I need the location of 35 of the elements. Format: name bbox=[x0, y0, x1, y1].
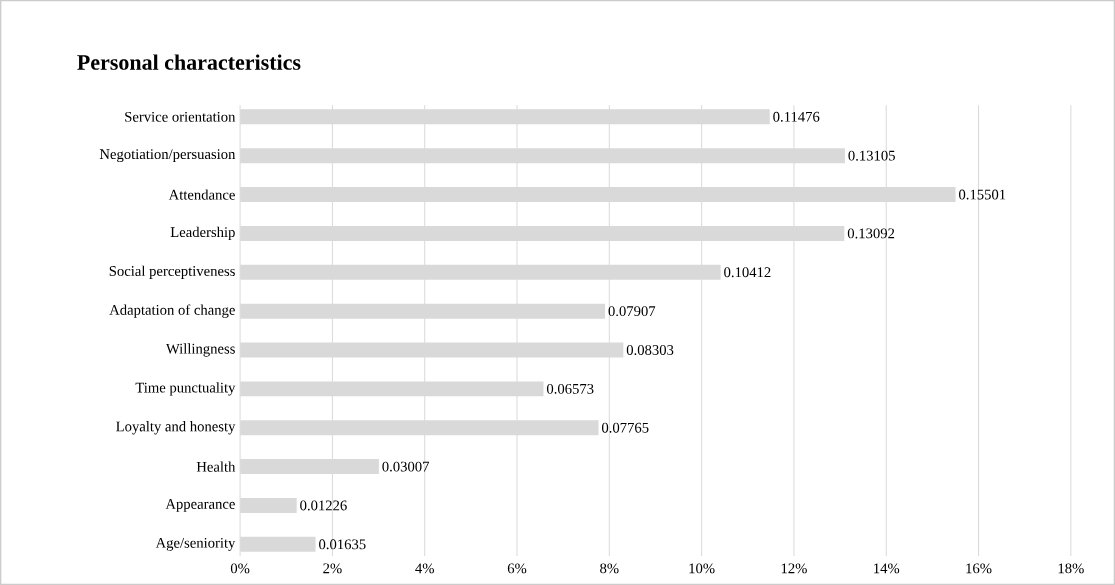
y-tick-label: Time punctuality bbox=[135, 382, 236, 396]
y-tick-label: Health bbox=[196, 461, 236, 472]
x-tick-label: 2% bbox=[323, 563, 342, 574]
data-label: 0.13105 bbox=[848, 150, 895, 161]
y-tick-label: Appearance bbox=[165, 499, 235, 512]
x-tick-label: 18% bbox=[1058, 563, 1084, 574]
y-tick-label: Leadership bbox=[170, 226, 235, 240]
x-tick-label: 10% bbox=[689, 563, 715, 574]
y-tick-label: Willingness bbox=[165, 343, 235, 357]
x-tick-label: 12% bbox=[781, 563, 807, 574]
data-label: 0.13092 bbox=[847, 228, 895, 239]
data-label: 0.10412 bbox=[724, 267, 771, 278]
data-label: 0.11476 bbox=[773, 111, 820, 122]
x-tick-label: 6% bbox=[507, 563, 527, 574]
data-label: 0.06573 bbox=[546, 383, 594, 394]
data-label: 0.03007 bbox=[382, 461, 430, 472]
x-tick-label: 8% bbox=[600, 563, 619, 574]
y-tick-label: Attendance bbox=[168, 189, 235, 200]
x-tick-label: 14% bbox=[874, 563, 900, 574]
y-tick-label: Loyalty and honesty bbox=[116, 421, 236, 435]
data-label: 0.01226 bbox=[300, 500, 347, 511]
y-tick-label: Adaptation of change bbox=[109, 304, 235, 318]
x-tick-label: 16% bbox=[966, 563, 992, 574]
x-tick-label: 0% bbox=[230, 563, 250, 574]
x-tick-label: 4% bbox=[415, 563, 434, 574]
y-tick-label: Social perceptiveness bbox=[109, 265, 235, 279]
data-label: 0.07907 bbox=[608, 306, 656, 317]
y-tick-label: Negotiation/persuasion bbox=[99, 149, 236, 163]
chart-title: Personal characteristics bbox=[77, 54, 301, 70]
data-label: 0.15501 bbox=[959, 189, 1006, 200]
data-label: 0.08303 bbox=[626, 344, 674, 355]
data-label: 0.07765 bbox=[601, 422, 649, 433]
y-tick-label: Service orientation bbox=[125, 111, 236, 122]
y-tick-label: Age/seniority bbox=[155, 537, 236, 551]
data-label: 0.01635 bbox=[319, 539, 366, 550]
